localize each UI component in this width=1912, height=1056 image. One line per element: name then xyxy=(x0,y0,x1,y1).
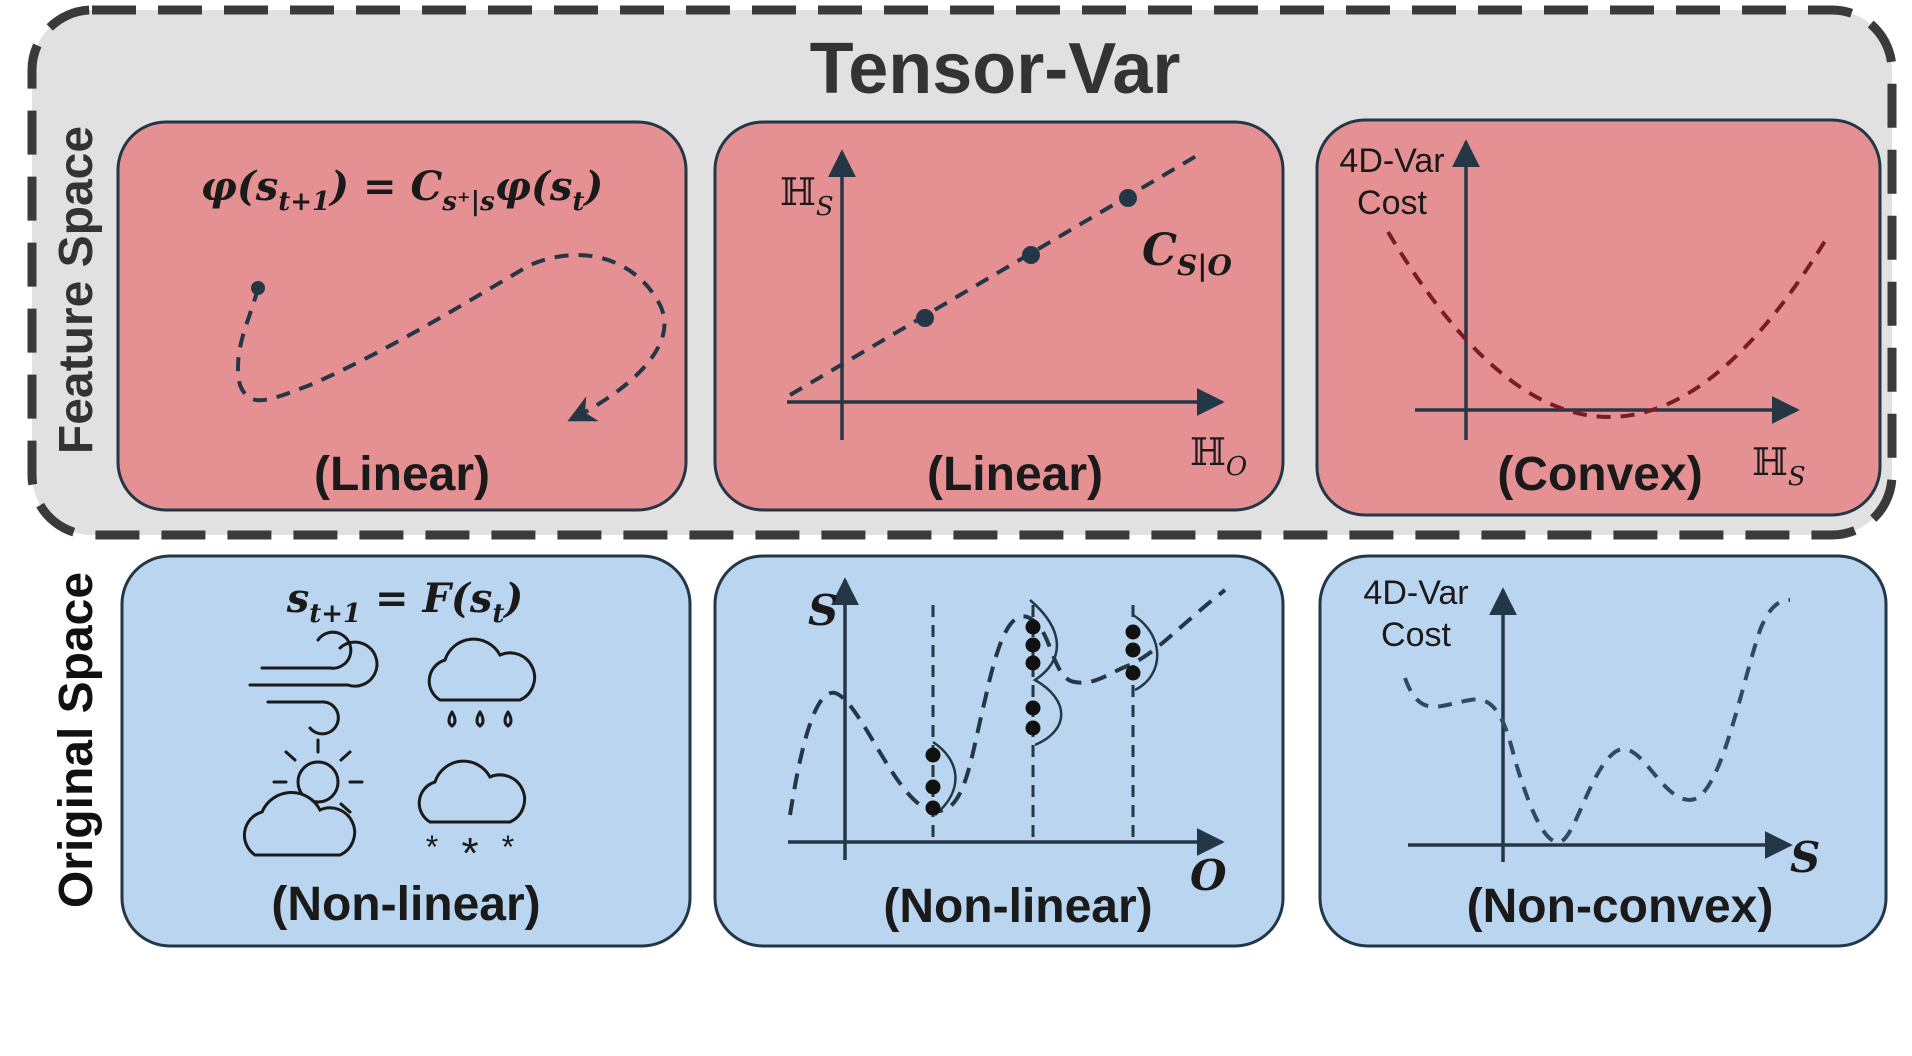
feature-obs-point xyxy=(916,309,934,327)
feature-trajectory-curve xyxy=(236,253,667,422)
rain-cloud-icon xyxy=(427,637,537,728)
feature-obs-caption: (Linear) xyxy=(927,448,1103,501)
original-cost-y-label-1: 4D-Var xyxy=(1363,574,1468,612)
feature-obs-x-label: ℍO xyxy=(1190,430,1247,482)
original-obs-x-label: O xyxy=(1190,851,1227,900)
feature-obs-point xyxy=(1022,246,1040,264)
obs-sample xyxy=(1025,619,1041,635)
feature-cost-x-label: ℍS xyxy=(1752,440,1806,492)
feature-cost-y-label-2: Cost xyxy=(1357,184,1427,222)
feature-dynamics-caption: (Linear) xyxy=(314,448,490,501)
feature-obs-point xyxy=(1119,189,1137,207)
original-dynamics-equation: st+1 = F(st) xyxy=(286,575,524,629)
original-cost-x-label: S xyxy=(1790,833,1820,882)
partly-sunny-icon xyxy=(242,738,364,857)
feature-space-label: Feature Space xyxy=(50,126,103,454)
original-space-label: Original Space xyxy=(50,572,103,908)
original-dynamics-panel: st+1 = F(st) * * xyxy=(120,554,692,948)
feature-obs-y-label: ℍS xyxy=(780,170,834,222)
snow-cloud-icon: * * * xyxy=(417,759,527,878)
nonconvex-cost-curve xyxy=(1403,598,1791,845)
original-obs-caption: (Non-linear) xyxy=(883,880,1152,933)
obs-distribution xyxy=(1029,599,1063,747)
feature-obs-map-label: CS|O xyxy=(1142,225,1232,282)
feature-cost-caption: (Convex) xyxy=(1497,448,1702,501)
original-cost-y-label-2: Cost xyxy=(1381,616,1451,654)
obs-sample xyxy=(1125,665,1141,681)
nonlinear-trajectory xyxy=(788,588,1227,816)
obs-sample xyxy=(1025,637,1041,653)
feature-dynamics-equation: φ(st+1) = Cs⁺|sφ(st) xyxy=(201,163,604,217)
feature-convex-cost-curve xyxy=(1386,230,1830,419)
svg-text:*: * xyxy=(461,829,478,878)
feature-cost-y-label-1: 4D-Var xyxy=(1339,142,1444,180)
obs-sample xyxy=(1125,624,1141,640)
original-cost-panel: 4D-Var Cost S (Non-convex) xyxy=(1318,554,1888,948)
feature-cost-panel: 4D-Var Cost ℍS (Convex) xyxy=(1315,118,1882,517)
obs-distribution xyxy=(932,740,957,816)
original-cost-caption: (Non-convex) xyxy=(1467,880,1774,933)
diagram-title: Tensor-Var xyxy=(810,29,1181,109)
feature-observation-panel: ℍS ℍO CS|O (Linear) xyxy=(713,120,1285,512)
obs-sample xyxy=(1125,642,1141,658)
wind-icon xyxy=(248,630,379,736)
obs-sample xyxy=(1025,655,1041,671)
original-obs-y-label: S xyxy=(808,586,838,635)
obs-sample xyxy=(925,779,941,795)
svg-text:*: * xyxy=(502,829,514,865)
feature-dynamics-panel: φ(st+1) = Cs⁺|sφ(st) (Linear) xyxy=(116,120,688,512)
original-dynamics-caption: (Non-linear) xyxy=(271,878,540,931)
obs-distribution xyxy=(1132,613,1159,692)
obs-sample xyxy=(1025,720,1041,736)
original-observation-panel: S O (Non-linear) xyxy=(713,554,1285,948)
obs-sample xyxy=(1025,700,1041,716)
svg-text:*: * xyxy=(426,829,438,865)
obs-sample xyxy=(925,747,941,763)
obs-sample xyxy=(925,800,941,816)
